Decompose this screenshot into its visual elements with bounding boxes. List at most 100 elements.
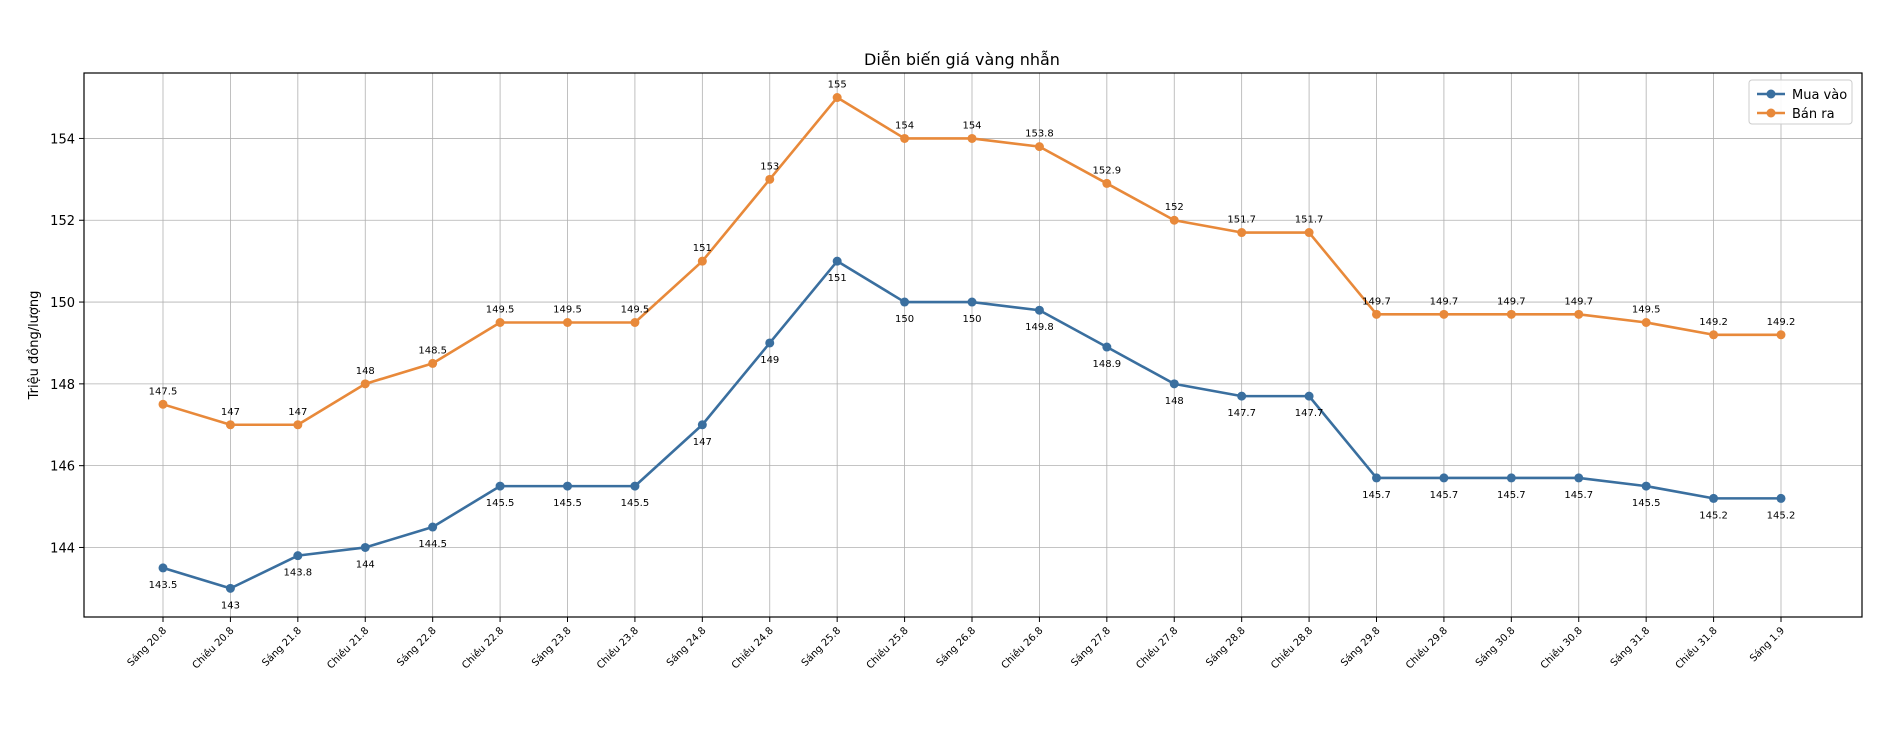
data-point <box>900 133 910 143</box>
x-tick-label: Chiều 24.8 <box>729 625 776 672</box>
x-tick-label: Chiều 27.8 <box>1134 625 1181 672</box>
data-point <box>832 93 842 103</box>
x-tick-label: Sáng 25.8 <box>799 625 843 669</box>
data-label: 153.8 <box>1025 129 1054 140</box>
data-label: 151.7 <box>1227 215 1256 226</box>
data-point <box>293 420 303 430</box>
data-point <box>832 256 842 266</box>
data-point <box>158 563 168 573</box>
data-point <box>697 420 707 430</box>
data-point <box>630 318 640 328</box>
data-point <box>697 256 707 266</box>
data-point <box>225 583 235 593</box>
data-label: 149.7 <box>1430 296 1459 307</box>
data-label: 145.7 <box>1362 490 1391 501</box>
data-label: 145.7 <box>1430 490 1459 501</box>
data-label: 145.5 <box>621 498 650 509</box>
data-label: 148.9 <box>1093 359 1122 370</box>
data-point <box>900 297 910 307</box>
data-point <box>1776 493 1786 503</box>
data-label: 145.5 <box>486 498 515 509</box>
data-point <box>1237 391 1247 401</box>
data-label: 149.5 <box>486 305 515 316</box>
data-point <box>1372 309 1381 319</box>
data-label: 150 <box>895 314 914 325</box>
data-label: 144 <box>356 559 375 570</box>
data-label: 147.5 <box>149 386 178 397</box>
data-label: 143.8 <box>284 568 313 579</box>
x-tick-label: Sáng 27.8 <box>1069 625 1113 669</box>
x-tick-label: Chiều 21.8 <box>325 625 372 672</box>
axes: Sáng 20.8 Chiều 20.8 Sáng 21.8 Chiều 21.8 Sá… <box>50 132 1787 671</box>
y-axis-label: Triệu đồng/lượng <box>27 291 42 401</box>
series-layer <box>158 93 1786 593</box>
x-tick-label: Sáng 30.8 <box>1473 625 1517 669</box>
grid <box>84 73 1862 617</box>
x-tick-label: Chiều 31.8 <box>1673 625 1720 672</box>
x-tick-label: Chiều 29.8 <box>1403 625 1450 672</box>
data-point <box>1574 309 1584 319</box>
data-label: 149.2 <box>1767 317 1796 328</box>
data-label: 153 <box>760 161 779 172</box>
y-tick-label: 146 <box>50 460 75 475</box>
data-label: 151 <box>693 243 712 254</box>
data-label: 143.5 <box>149 580 178 591</box>
data-point <box>360 542 370 552</box>
legend-label: Mua vào <box>1792 88 1847 103</box>
x-tick-label: Sáng 31.8 <box>1608 625 1652 669</box>
y-tick-label: 154 <box>50 132 75 147</box>
plot-frame <box>83 72 1863 618</box>
x-tick-label: Chiều 25.8 <box>864 625 911 672</box>
legend: Mua vào Bán ra <box>1748 79 1853 125</box>
data-point <box>563 481 572 491</box>
data-label: 145.7 <box>1564 490 1593 501</box>
x-tick-label: Sáng 26.8 <box>934 625 978 669</box>
x-tick-label: Sáng 20.8 <box>125 625 169 669</box>
data-point <box>1709 330 1719 340</box>
data-point <box>1034 142 1044 152</box>
data-label: 145.7 <box>1497 490 1526 501</box>
chart-title: Diễn biến giá vàng nhẫn <box>864 50 1060 69</box>
data-label: 151 <box>828 273 847 284</box>
x-tick-label: Sáng 24.8 <box>664 625 708 669</box>
data-label: 154 <box>895 120 914 131</box>
legend-marker <box>1766 89 1776 99</box>
data-point <box>1506 473 1516 483</box>
x-tick-label: Chiều 22.8 <box>460 625 507 672</box>
data-point <box>360 379 370 389</box>
data-label: 149.5 <box>1632 305 1661 316</box>
data-point <box>1574 473 1584 483</box>
data-point <box>225 420 235 430</box>
data-labels: 143.5 143 143.8 144 144.5 145.5 145.5 145.5 147 1… <box>149 80 1796 612</box>
x-tick-label: Chiều 26.8 <box>999 625 1046 672</box>
data-point <box>1439 473 1449 483</box>
data-point <box>1506 309 1516 319</box>
data-label: 154 <box>962 120 981 131</box>
data-label: 155 <box>828 80 847 91</box>
data-label: 147 <box>288 407 307 418</box>
x-tick-label: Sáng 29.8 <box>1338 625 1382 669</box>
x-tick-label: Sáng 22.8 <box>395 625 439 669</box>
data-point <box>495 318 505 328</box>
y-tick-label: 152 <box>50 214 75 229</box>
data-point <box>967 297 977 307</box>
data-point <box>765 338 775 348</box>
data-point <box>1641 481 1651 491</box>
data-point <box>967 133 977 143</box>
data-label: 149.7 <box>1497 296 1526 307</box>
legend-label: Bán ra <box>1792 107 1835 122</box>
data-point <box>428 358 438 368</box>
legend-marker <box>1766 108 1776 118</box>
data-point <box>1372 473 1381 483</box>
x-tick-label: Chiều 20.8 <box>190 625 237 672</box>
data-label: 152 <box>1165 202 1184 213</box>
data-point <box>1169 379 1179 389</box>
data-label: 145.5 <box>553 498 582 509</box>
data-label: 149 <box>760 355 779 366</box>
data-label: 147.7 <box>1295 408 1324 419</box>
data-point <box>428 522 438 532</box>
data-label: 150 <box>962 314 981 325</box>
data-label: 148.5 <box>418 345 447 356</box>
y-tick-label: 144 <box>50 541 75 556</box>
